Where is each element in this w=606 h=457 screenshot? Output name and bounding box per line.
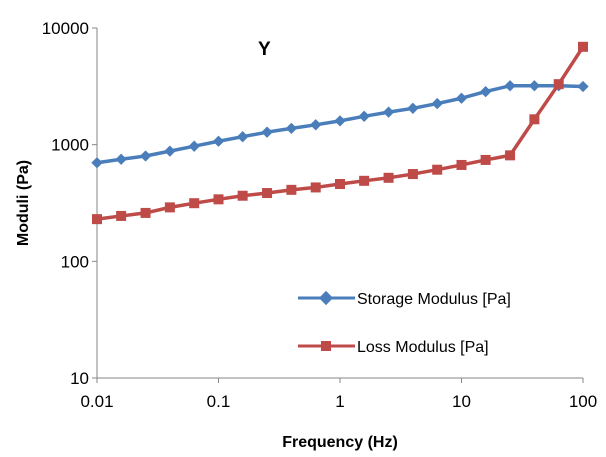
x-ticks: 0.01 0.1 1 10 100 — [80, 378, 597, 411]
series-layer — [91, 41, 589, 225]
data-point-storage — [115, 153, 127, 165]
legend-storage-label: Storage Modulus [Pa] — [357, 291, 511, 308]
data-point-loss — [213, 194, 224, 205]
data-point-loss — [553, 79, 564, 90]
data-point-storage — [91, 157, 103, 169]
x-tick-label: 0.01 — [80, 392, 113, 411]
legend-storage-marker — [318, 290, 334, 306]
data-point-storage — [139, 150, 152, 162]
data-point-loss — [407, 169, 418, 180]
y-tick-label: 100 — [61, 252, 89, 271]
data-point-storage — [528, 80, 541, 92]
data-point-storage — [358, 110, 370, 122]
data-point-loss — [359, 175, 370, 186]
data-point-loss — [480, 154, 491, 165]
x-tick-label: 100 — [569, 392, 597, 411]
data-point-loss — [310, 182, 321, 193]
chart-title: Y — [258, 39, 271, 60]
data-point-storage — [212, 135, 225, 147]
plot-area: 10 100 1000 10000 0.01 0.1 1 10 100 — [42, 19, 597, 411]
legend-item-loss: Loss Modulus [Pa] — [298, 339, 489, 356]
data-point-storage — [577, 80, 589, 93]
data-point-storage — [504, 80, 516, 92]
data-point-loss — [237, 190, 248, 201]
data-point-loss — [335, 179, 345, 190]
data-point-storage — [431, 97, 443, 110]
data-point-loss — [505, 150, 516, 161]
data-point-loss — [578, 41, 588, 52]
data-point-loss — [164, 202, 175, 213]
data-point-loss — [262, 188, 273, 199]
legend-item-storage: Storage Modulus [Pa] — [298, 290, 511, 308]
data-point-storage — [407, 102, 419, 114]
legend-loss-label: Loss Modulus [Pa] — [357, 339, 489, 356]
y-tick-label: 10000 — [42, 19, 89, 38]
data-point-storage — [479, 85, 492, 98]
data-point-storage — [188, 140, 200, 152]
x-tick-label: 1 — [335, 392, 344, 411]
y-axis-title: Moduli (Pa) — [15, 160, 32, 246]
data-point-loss — [456, 159, 467, 170]
data-point-loss — [116, 210, 127, 221]
y-ticks: 10 100 1000 10000 — [42, 19, 97, 388]
data-point-storage — [261, 126, 273, 138]
data-point-storage — [310, 119, 322, 131]
data-point-loss — [189, 198, 200, 209]
x-tick-label: 0.1 — [207, 392, 231, 411]
data-point-storage — [236, 131, 249, 143]
data-point-loss — [383, 172, 394, 183]
y-tick-label: 10 — [70, 369, 89, 388]
data-point-storage — [285, 122, 298, 135]
series-line-loss — [96, 45, 585, 221]
x-axis-title: Frequency (Hz) — [282, 434, 398, 451]
data-point-storage — [334, 115, 346, 127]
data-point-loss — [92, 214, 102, 225]
data-point-storage — [382, 106, 395, 118]
data-point-storage — [455, 92, 468, 104]
data-point-loss — [529, 114, 540, 125]
legend-loss-marker — [321, 341, 331, 351]
y-tick-label: 1000 — [51, 136, 89, 155]
data-point-loss — [432, 164, 443, 175]
data-point-storage — [164, 145, 176, 157]
data-point-loss — [140, 207, 151, 218]
data-point-loss — [286, 184, 297, 195]
legend: Storage Modulus [Pa] Loss Modulus [Pa] — [298, 290, 511, 356]
x-tick-label: 10 — [452, 392, 471, 411]
